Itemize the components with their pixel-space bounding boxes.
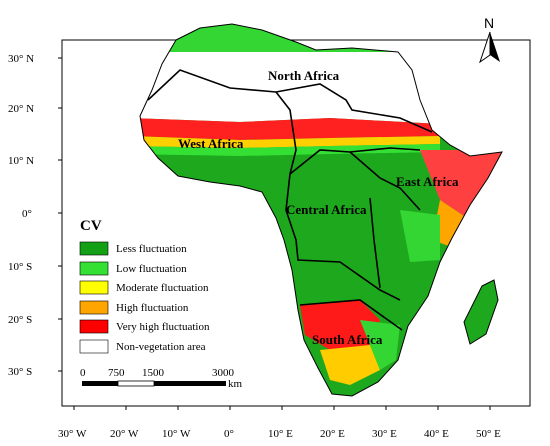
legend-label-0: Less fluctuation <box>116 243 187 255</box>
legend-swatch-3 <box>79 300 109 315</box>
legend-swatch-5 <box>79 339 109 354</box>
madagascar <box>463 279 499 345</box>
legend-label-2: Moderate fluctuation <box>116 282 209 294</box>
legend-swatch-1 <box>79 261 109 276</box>
region-label-central: Central Africa <box>286 202 367 217</box>
lon-tick-20e: 20° E <box>320 428 345 440</box>
lon-tick-10e: 10° E <box>268 428 293 440</box>
scale-tick-3000: 3000 <box>212 367 235 379</box>
lat-tick-30s: 30° S <box>8 366 32 378</box>
latitude-ticks: 30° N 20° N 10° N 0° 10° S 20° S 30° S <box>8 53 62 378</box>
region-label-north: North Africa <box>268 68 340 83</box>
lon-tick-0: 0° <box>224 428 234 440</box>
north-arrow-label: N <box>484 15 494 31</box>
region-label-west: West Africa <box>178 136 244 151</box>
lon-tick-30w: 30° W <box>58 428 87 440</box>
legend: CV Less fluctuation Low fluctuation Mode… <box>79 218 210 354</box>
legend-label-3: High fluctuation <box>116 302 189 314</box>
legend-swatch-4 <box>79 319 109 334</box>
lon-tick-20w: 20° W <box>110 428 139 440</box>
map-frame <box>61 39 531 407</box>
legend-title: CV <box>80 218 102 234</box>
lat-tick-10n: 10° N <box>8 155 34 167</box>
lat-tick-0: 0° <box>22 208 32 220</box>
legend-swatch-0 <box>79 241 109 256</box>
lat-tick-30n: 30° N <box>8 53 34 65</box>
legend-label-1: Low fluctuation <box>116 263 187 275</box>
scale-tick-0: 0 <box>80 367 86 379</box>
scale-tick-750: 750 <box>108 367 125 379</box>
lon-tick-50e: 50° E <box>476 428 501 440</box>
lon-tick-30e: 30° E <box>372 428 397 440</box>
scale-bar: 0 750 1500 3000 km <box>80 367 243 390</box>
legend-label-4: Very high fluctuation <box>116 321 210 333</box>
region-label-south: South Africa <box>312 332 383 347</box>
scale-unit: km <box>228 378 243 390</box>
longitude-ticks: 30° W 20° W 10° W 0° 10° E 20° E 30° E 4… <box>58 406 501 440</box>
lat-tick-20n: 20° N <box>8 103 34 115</box>
lat-tick-10s: 10° S <box>8 261 32 273</box>
lat-tick-20s: 20° S <box>8 314 32 326</box>
north-arrow: N <box>479 15 500 64</box>
africa-outline <box>139 23 503 397</box>
scale-tick-1500: 1500 <box>142 367 165 379</box>
region-label-east: East Africa <box>396 174 459 189</box>
lon-tick-10w: 10° W <box>162 428 191 440</box>
legend-swatch-2 <box>79 280 109 295</box>
lon-tick-40e: 40° E <box>424 428 449 440</box>
legend-label-5: Non-vegetation area <box>116 341 206 353</box>
region-boundaries <box>147 69 433 331</box>
